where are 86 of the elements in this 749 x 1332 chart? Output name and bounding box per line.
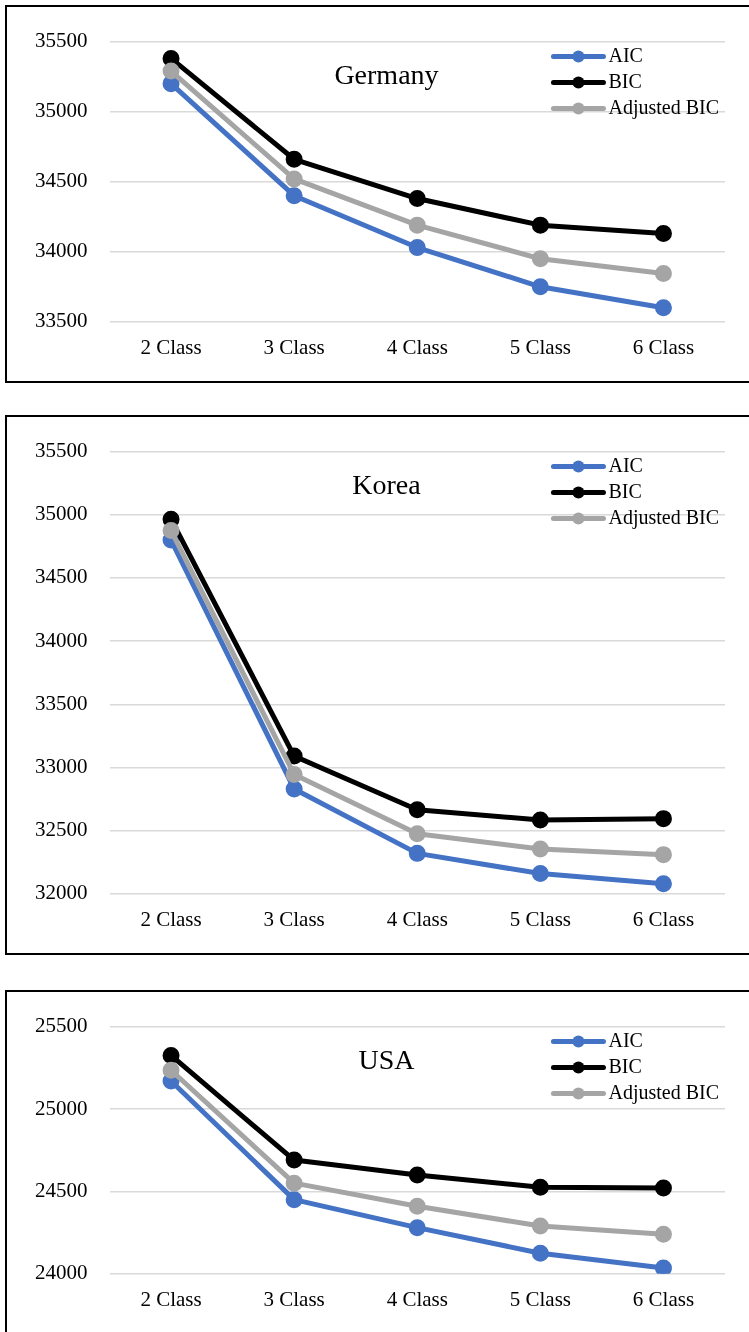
point [654,810,672,828]
point [162,1061,180,1079]
legend-label: Adjusted BIC [608,505,720,529]
legend-label: BIC [608,1054,642,1077]
point [285,150,303,168]
legend-label: AIC [608,43,643,66]
legend-label: AIC [608,453,643,476]
point [408,190,426,208]
point [162,75,180,93]
point [654,1179,672,1197]
point [408,1166,426,1184]
text: USA [358,1043,416,1075]
point [531,865,549,883]
y-tick-label: 32000 [35,880,88,905]
x-tick-label: 6 Class [632,334,695,359]
point [408,1197,426,1215]
legend-label: BIC [608,479,642,502]
y-tick-label: 34000 [35,238,88,263]
y-tick-label: 24000 [35,1260,88,1285]
point [285,1151,303,1169]
point [408,239,426,257]
x-tick-label: 6 Class [632,1286,695,1311]
point [654,264,672,282]
y-tick-label: 34000 [35,627,88,652]
y-tick-label: 35500 [35,28,88,53]
y-tick-label: 32500 [35,817,88,842]
point [285,1174,303,1192]
text: Korea [352,468,422,500]
point [285,747,303,765]
point [531,1178,549,1196]
point [408,801,426,819]
y-tick-label: 24500 [35,1177,88,1202]
point [162,62,180,80]
y-tick-label: 35500 [35,438,88,463]
y-tick-label: 34500 [35,168,88,193]
y-tick-label: 25500 [35,1013,88,1038]
x-tick-label: 2 Class [140,1286,202,1311]
x-tick-label: 4 Class [386,906,448,931]
point [285,780,303,798]
point [162,522,180,540]
point [285,1191,303,1209]
point [162,49,180,67]
point [285,170,303,188]
y-tick-label: 33500 [35,308,88,333]
x-tick-label: 5 Class [509,334,571,359]
y-tick-label: 35000 [35,98,88,123]
point [654,299,672,317]
x-tick-label: 3 Class [263,334,325,359]
point [654,846,672,864]
x-tick-label: 5 Class [509,906,571,931]
point [531,1244,549,1262]
y-tick-label: 33000 [35,753,88,778]
point [531,216,549,234]
point [408,825,426,843]
legend-label: Adjusted BIC [608,1080,720,1104]
x-tick-label: 6 Class [632,906,695,931]
legend-label: AIC [608,1028,643,1051]
point [531,278,549,296]
point [285,187,303,205]
point [654,1225,672,1243]
point [654,225,672,243]
point [285,765,303,783]
y-tick-label: 34500 [35,564,88,589]
x-tick-label: 2 Class [140,334,202,359]
y-tick-label: 25000 [35,1095,88,1120]
x-tick-label: 3 Class [263,906,325,931]
point [408,1219,426,1237]
point [162,1046,180,1064]
x-tick-label: 4 Class [386,1286,448,1311]
x-tick-label: 3 Class [263,1286,325,1311]
legend-label: Adjusted BIC [608,95,720,119]
point [531,811,549,829]
point [408,216,426,234]
point [531,1217,549,1235]
point [531,840,549,858]
x-tick-label: 5 Class [509,1286,571,1311]
y-tick-label: 35000 [35,501,88,526]
point [408,844,426,862]
x-tick-label: 2 Class [140,906,202,931]
point [654,875,672,893]
legend-label: BIC [608,69,642,92]
x-tick-label: 4 Class [386,334,448,359]
point [531,250,549,268]
point [654,1259,672,1274]
text: Germany [334,58,439,90]
y-tick-label: 33500 [35,690,88,715]
